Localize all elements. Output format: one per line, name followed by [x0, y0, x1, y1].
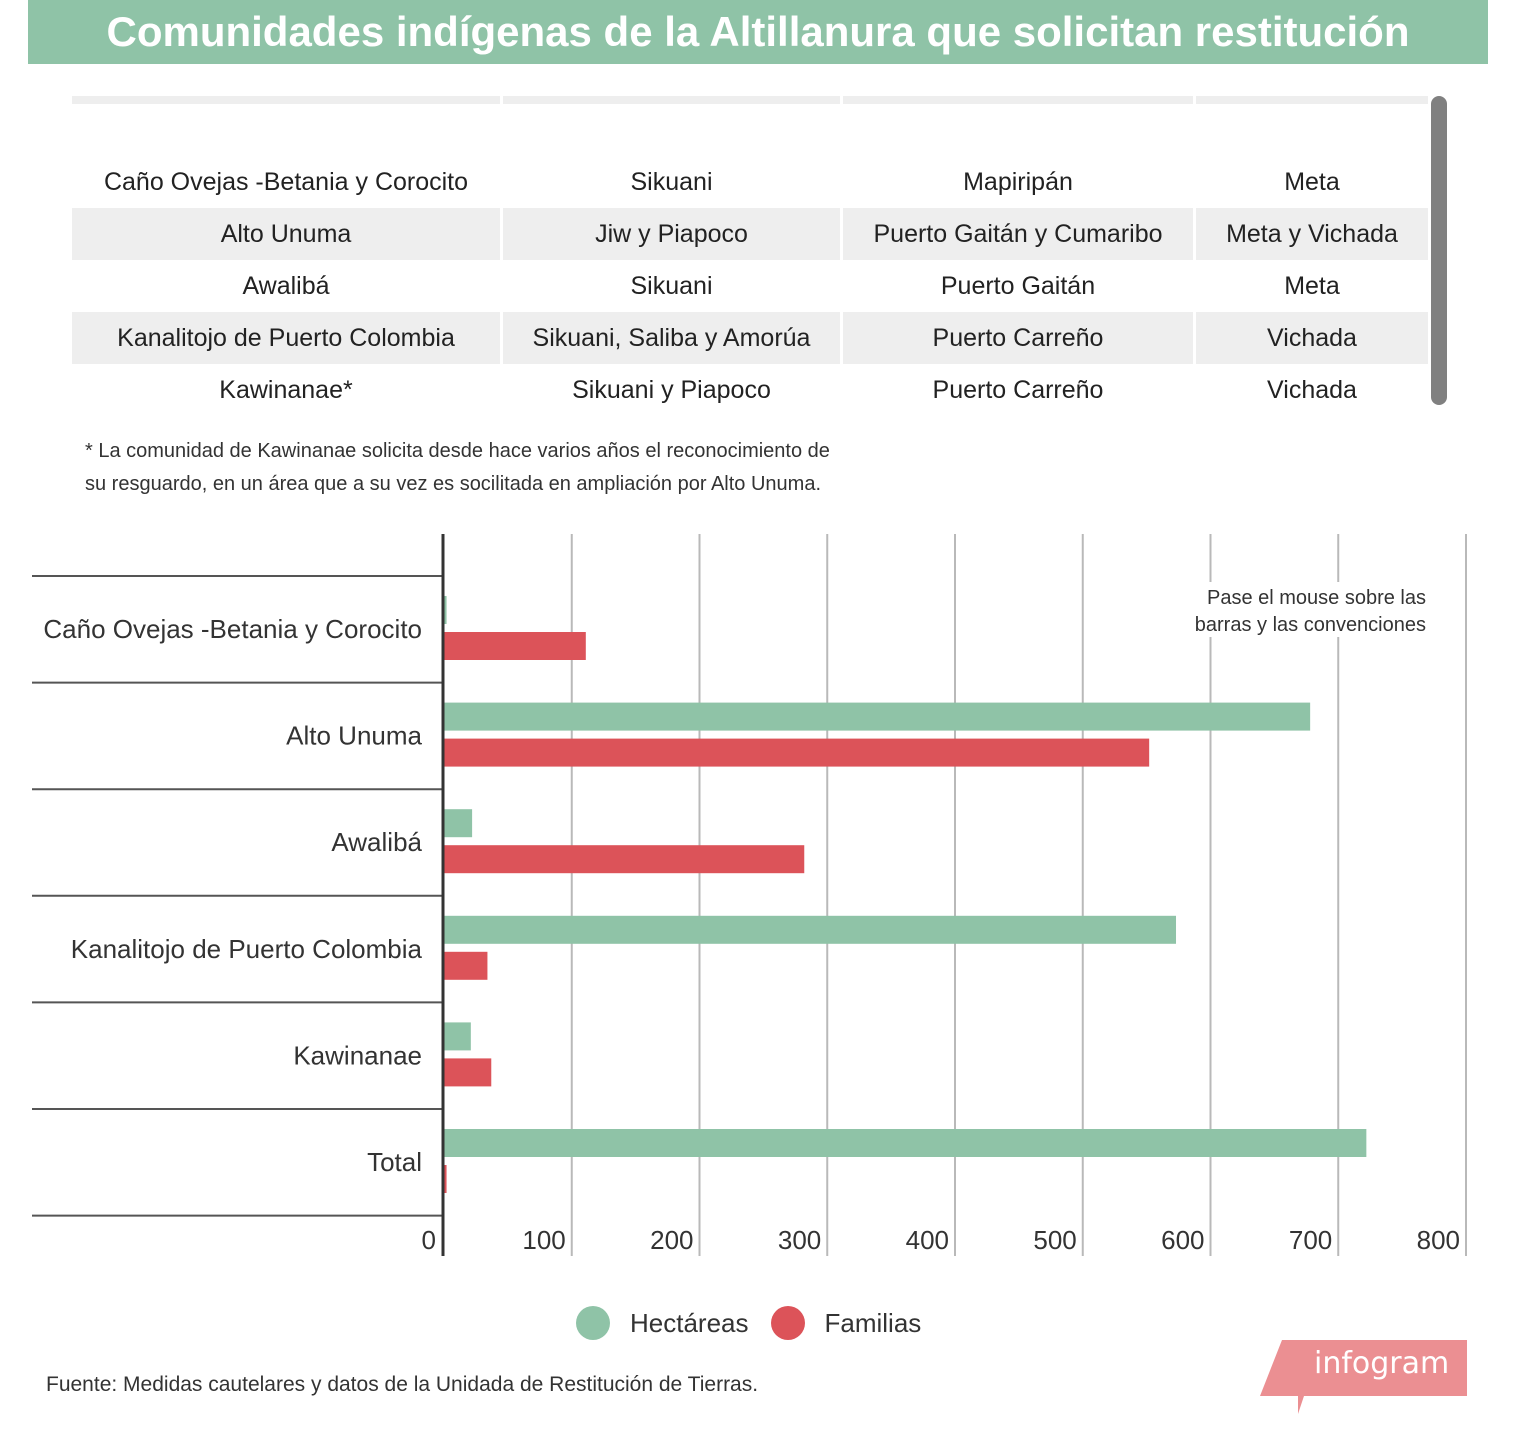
table-cell: Meta y Vichada [1196, 208, 1428, 260]
category-label: Kawinanae [293, 1040, 422, 1070]
chart-legend: Hectáreas Familias [576, 1306, 943, 1340]
bar-hectareas[interactable] [444, 596, 447, 624]
table-cell: Sikuani, Saliba y Amorúa [503, 312, 840, 364]
annotation-text: barras y las convenciones [1195, 614, 1426, 636]
x-tick-label: 0 [422, 1225, 436, 1255]
table-header-cell [503, 96, 840, 104]
legend-item-hectareas[interactable]: Hectáreas [576, 1306, 749, 1340]
table-cell: Caño Ovejas -Betania y Corocito [103, 167, 469, 196]
table-cell: Puerto Gaitán [940, 271, 1096, 300]
table-cell: Puerto Carreño [932, 375, 1104, 404]
footnote-line: * La comunidad de Kawinanae solicita des… [85, 440, 830, 462]
x-tick-label: 300 [778, 1225, 821, 1255]
communities-table: Caño Ovejas -Betania y Corocito Sikuani … [72, 96, 1428, 416]
table-cell: Vichada [1267, 375, 1357, 404]
table-cell: Awalibá [242, 271, 330, 300]
category-label: Total [367, 1147, 422, 1177]
table-cell: Meta [1284, 167, 1340, 196]
legend-dot-icon [576, 1306, 610, 1340]
table-cell: Sikuani [630, 271, 713, 300]
annotation-bg [1196, 609, 1432, 637]
bar-familias[interactable] [444, 738, 1150, 767]
table-cell: Jiw y Piapoco [503, 208, 840, 260]
table-cell: Sikuani y Piapoco [572, 375, 771, 404]
x-tick-label: 700 [1289, 1225, 1332, 1255]
x-tick-label: 100 [522, 1225, 565, 1255]
x-tick-label: 400 [906, 1225, 949, 1255]
table-cell: Kawinanae* [219, 375, 353, 404]
table-cell: Alto Unuma [72, 208, 500, 260]
table-cell: Puerto Carreño [843, 312, 1193, 364]
table-row: Kanalitojo de Puerto Colombia Sikuani, S… [72, 312, 1428, 364]
bar-familias[interactable] [444, 1165, 447, 1193]
table-row: Alto Unuma Jiw y Piapoco Puerto Gaitán y… [72, 208, 1428, 260]
table-row: Kawinanae* Sikuani y Piapoco Puerto Carr… [72, 364, 1428, 416]
x-tick-label: 200 [650, 1225, 693, 1255]
bar-familias[interactable] [444, 632, 586, 660]
infogram-logo-icon[interactable] [1258, 1338, 1468, 1416]
category-label: Awalibá [331, 827, 422, 857]
bar-hectareas[interactable] [444, 915, 1177, 944]
table-header-cell [72, 96, 500, 104]
footnote: * La comunidad de Kawinanae solicita des… [85, 435, 945, 501]
table-cell: Vichada [1196, 312, 1428, 364]
source-note: Fuente: Medidas cautelares y datos de la… [46, 1373, 759, 1396]
table-header-cell [1196, 96, 1428, 104]
table-header [72, 96, 1428, 104]
table-cell: Meta [1284, 271, 1340, 300]
bar-hectareas[interactable] [444, 702, 1311, 731]
legend-dot-icon [770, 1306, 805, 1340]
x-tick-label: 500 [1033, 1225, 1076, 1255]
legend-label: Hectáreas [630, 1307, 749, 1338]
x-tick-label: 800 [1417, 1225, 1460, 1255]
category-label: Caño Ovejas -Betania y Corocito [43, 614, 422, 644]
legend-label: Familias [824, 1307, 922, 1338]
bar-familias[interactable] [444, 1058, 492, 1087]
table-header-cell [843, 96, 1193, 104]
page-title: Comunidades indígenas de la Altillanura … [28, 0, 1488, 64]
table-row: Caño Ovejas -Betania y Corocito Sikuani … [72, 156, 1428, 208]
x-tick-label: 600 [1161, 1225, 1204, 1255]
category-label: Kanalitojo de Puerto Colombia [71, 934, 423, 964]
bar-familias[interactable] [444, 845, 805, 874]
table-scrollbar[interactable] [1431, 96, 1447, 405]
annotation-text: Pase el mouse sobre las [1207, 587, 1426, 609]
table-cell: Puerto Gaitán y Cumaribo [843, 208, 1193, 260]
category-label: Alto Unuma [286, 721, 422, 751]
table-cell: Kanalitojo de Puerto Colombia [72, 312, 500, 364]
bar-hectareas[interactable] [444, 1022, 471, 1051]
table-cell: Sikuani [630, 167, 713, 196]
footnote-line: su resguardo, en un área que a su vez es… [85, 473, 821, 495]
bar-hectareas[interactable] [444, 809, 473, 838]
bar-familias[interactable] [444, 951, 488, 980]
annotation-bg [1196, 582, 1432, 610]
bar-hectareas[interactable] [444, 1129, 1367, 1157]
table-cell: Mapiripán [963, 167, 1073, 196]
legend-item-familias[interactable]: Familias [770, 1306, 922, 1340]
bar-chart: Caño Ovejas -Betania y Corocito Alto Unum… [32, 534, 1467, 1256]
brand-label: infogram [1314, 1346, 1450, 1381]
table-row: Awalibá Sikuani Puerto Gaitán Meta [72, 260, 1428, 312]
